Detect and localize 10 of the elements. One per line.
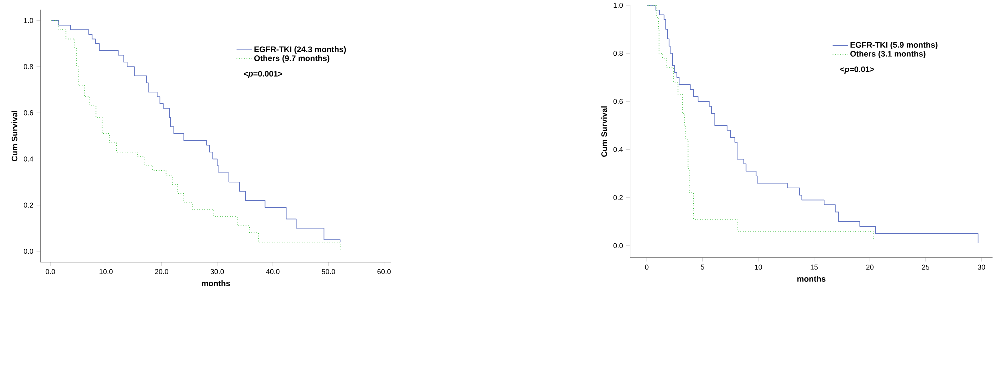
x-axis-title: months [798, 276, 826, 282]
legend-label: EGFR-TKI (5.9 months) [850, 42, 938, 50]
legend-label: Others (9.7 months) [254, 56, 330, 64]
annotation: <p=0.01> [840, 66, 874, 74]
annotation: <p=0.001> [244, 71, 283, 79]
legend-label: Others (3.1 months) [850, 51, 926, 59]
y-axis-title: Cum Survival [12, 111, 18, 162]
legend-label: EGFR-TKI (24.3 months) [254, 46, 346, 54]
y-axis-title: Cum Survival [601, 106, 608, 158]
x-axis-title: months [202, 280, 230, 287]
